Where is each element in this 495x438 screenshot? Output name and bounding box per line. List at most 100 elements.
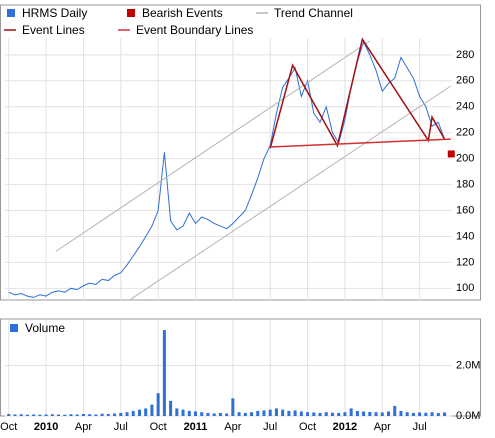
volume-bar [355,410,359,416]
volume-bar [137,409,141,416]
y-tick-label: 120 [456,256,474,268]
x-tick-label: Jul [114,421,128,433]
volume-bar [237,412,241,416]
volume-bar [113,413,117,416]
volume-bar [368,411,372,416]
y-tick-label: 200 [456,153,474,165]
volume-bar [69,414,73,416]
volume-bar [411,412,415,416]
plot-frame [0,318,481,417]
volume-bar [94,414,98,416]
volume-bar [13,414,17,416]
volume-bar [212,413,216,416]
volume-bar [324,412,328,416]
volume-bar [250,412,254,416]
volume-bar [399,410,403,416]
volume-bar [32,414,36,416]
volume-bar [131,410,135,416]
x-tick-label: Apr [374,421,391,433]
y-tick-label: 260 [456,75,474,87]
volume-bar [206,412,210,416]
volume-bar [330,412,334,416]
volume-bar [88,414,92,416]
x-tick-label: Apr [75,421,92,433]
volume-bar [218,412,222,416]
legend-label: Trend Channel [274,6,353,20]
plot-frame [0,4,481,301]
legend-swatch [7,9,15,17]
volume-bar [380,412,384,416]
volume-bar [281,409,285,416]
x-tick-label: 2011 [184,421,208,433]
volume-bar [262,410,266,416]
volume-bar [374,412,378,416]
x-tick-label: 2012 [333,421,357,433]
y-tick-label: 2.0M [456,359,480,371]
y-tick-label: 220 [456,127,474,139]
overlay-line [270,138,451,148]
legend-swatch [10,324,18,332]
event-marker [447,150,455,158]
volume-bar [169,400,173,416]
volume-bar [386,411,390,416]
volume-bar [231,398,235,416]
volume-bar [274,408,278,416]
volume-bar [119,412,123,416]
volume-bar [44,414,48,416]
x-tick-label: Oct [299,421,316,433]
volume-bar [19,414,23,416]
x-tick-label: 2010 [34,421,58,433]
y-tick-label: 240 [456,101,474,113]
volume-bar [424,412,428,416]
volume-bar [81,413,85,416]
volume-bar [75,414,79,416]
price-line [8,40,445,298]
volume-bar [57,414,61,416]
volume-bar [393,405,397,416]
volume-bar [225,413,229,416]
volume-bar [200,412,204,416]
y-tick-label: 140 [456,230,474,242]
y-tick-label: 180 [456,178,474,190]
volume-bar [349,408,353,416]
volume-bar [418,412,422,416]
legend-label: Volume [25,321,65,335]
volume-bar [194,411,198,416]
volume-bar [443,412,447,416]
volume-bar [243,412,247,416]
legend-label: HRMS Daily [22,6,87,20]
volume-bar [125,412,129,416]
overlay-line [55,40,371,252]
volume-bar [318,412,322,416]
volume-bar [436,412,440,416]
volume-bar [25,414,29,416]
x-tick-label: Oct [0,421,17,433]
volume-bar [38,414,42,416]
volume-bar [293,410,297,416]
y-tick-label: 100 [456,282,474,294]
x-tick-label: Jul [413,421,427,433]
volume-bar [7,413,11,416]
volume-bar [150,404,154,416]
legend-swatch [127,9,135,17]
legend-label: Event Lines [22,23,85,37]
volume-bar [181,409,185,416]
volume-bar [362,411,366,416]
volume-bar [50,414,54,416]
volume-bar [268,409,272,416]
volume-bar [312,412,316,416]
x-tick-label: Apr [224,421,241,433]
volume-bar [144,408,148,416]
volume-bar [430,412,434,416]
volume-bar [337,412,341,416]
volume-bar [187,410,191,416]
volume-bar [287,410,291,416]
volume-bar [256,410,260,416]
x-tick-label: Jul [263,421,277,433]
volume-bar [100,413,104,416]
overlay-line [269,37,446,149]
y-tick-label: 0.0M [456,410,480,422]
volume-bar [299,411,303,416]
